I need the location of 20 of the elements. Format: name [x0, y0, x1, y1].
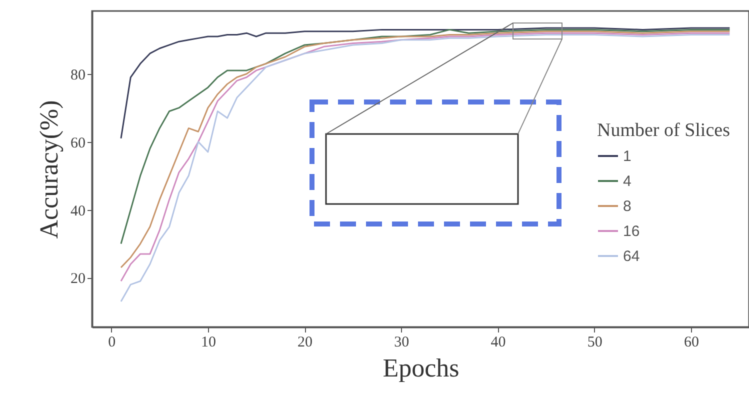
- y-axis-title: Accuracy(%): [34, 100, 64, 239]
- y-tick-label: 80: [70, 67, 86, 84]
- x-tick-label: 20: [298, 334, 313, 350]
- x-tick-label: 60: [684, 334, 700, 350]
- x-tick-label: 0: [108, 334, 116, 350]
- legend-label: 16: [623, 223, 640, 240]
- legend-label: 8: [623, 198, 632, 215]
- x-tick-label: 30: [394, 334, 410, 350]
- legend-label: 64: [623, 248, 640, 265]
- legend-label: 4: [623, 173, 632, 190]
- x-axis-title: Epochs: [382, 354, 460, 382]
- legend-title: Number of Slices: [597, 120, 730, 141]
- line-series: [120, 27, 730, 140]
- x-tick-label: 10: [200, 334, 216, 350]
- y-tick-label: 60: [70, 135, 86, 152]
- y-tick-label: 20: [70, 271, 86, 288]
- y-tick-label: 40: [70, 203, 86, 220]
- x-tick-label: 50: [587, 334, 602, 350]
- x-tick-label: 40: [490, 334, 506, 350]
- legend-label: 1: [623, 148, 632, 165]
